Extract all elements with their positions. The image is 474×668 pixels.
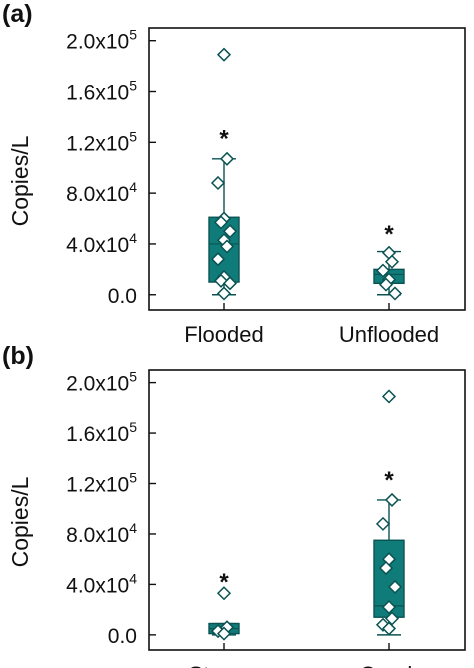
data-point bbox=[384, 611, 400, 626]
y-tick-label: 4.0x104 bbox=[66, 230, 137, 257]
data-point bbox=[216, 586, 232, 601]
data-point bbox=[216, 626, 232, 641]
x-tick-label: Unflooded bbox=[339, 322, 439, 347]
y-tick-label: 8.0x104 bbox=[66, 179, 137, 206]
data-point bbox=[375, 516, 391, 531]
data-point bbox=[378, 277, 394, 292]
data-point bbox=[375, 263, 391, 278]
panel-label: (b) bbox=[2, 342, 34, 370]
data-point bbox=[213, 215, 229, 230]
panel-label: (a) bbox=[2, 0, 33, 28]
y-tick-label: 1.6x105 bbox=[66, 419, 137, 446]
y-tick-label: 2.0x105 bbox=[66, 369, 137, 396]
chart-panel-a: (a) 0.0 4.0x104 8.0x104 1.2x105 1.6x105 2.0x10… bbox=[2, 0, 466, 347]
data-point bbox=[378, 560, 394, 576]
y-axis-label: Copies/L bbox=[7, 476, 33, 567]
y-tick-label: 2.0x105 bbox=[66, 27, 137, 54]
data-point bbox=[219, 239, 235, 254]
plot-frame bbox=[148, 27, 466, 311]
x-tick-label: Stream bbox=[189, 662, 260, 668]
data-point bbox=[387, 286, 403, 301]
y-tick-label: 1.6x105 bbox=[66, 78, 137, 105]
y-tick-label: 1.2x105 bbox=[66, 128, 137, 155]
y-tick-label: 8.0x104 bbox=[66, 520, 137, 547]
data-point bbox=[216, 47, 232, 62]
data-point bbox=[219, 151, 235, 166]
data-point bbox=[384, 254, 400, 269]
y-tick-label: 1.2x105 bbox=[66, 470, 137, 497]
chart-panel-b: (b) 0.0 4.0x104 8.0x104 1.2x105 1.6x105 2.0x10… bbox=[2, 342, 466, 668]
data-point bbox=[222, 224, 238, 239]
x-tick-label: Creek bbox=[360, 662, 420, 668]
significance-marker: * bbox=[219, 126, 229, 153]
data-point bbox=[210, 175, 226, 191]
y-axis-label: Copies/L bbox=[7, 135, 33, 226]
significance-marker: * bbox=[219, 569, 229, 596]
data-point bbox=[381, 621, 397, 636]
significance-marker: * bbox=[384, 467, 394, 494]
data-point bbox=[210, 252, 226, 267]
plot-frame bbox=[148, 369, 466, 651]
y-tick-label: 0.0 bbox=[108, 285, 137, 308]
data-point bbox=[384, 492, 400, 507]
data-point bbox=[387, 579, 403, 594]
data-point bbox=[222, 276, 238, 291]
data-point bbox=[216, 286, 232, 301]
significance-marker: * bbox=[384, 221, 394, 248]
data-point bbox=[381, 600, 397, 615]
y-tick-label: 4.0x104 bbox=[66, 570, 137, 597]
x-tick-label: Flooded bbox=[184, 322, 264, 347]
data-point bbox=[381, 389, 397, 404]
y-tick-label: 0.0 bbox=[108, 625, 137, 648]
